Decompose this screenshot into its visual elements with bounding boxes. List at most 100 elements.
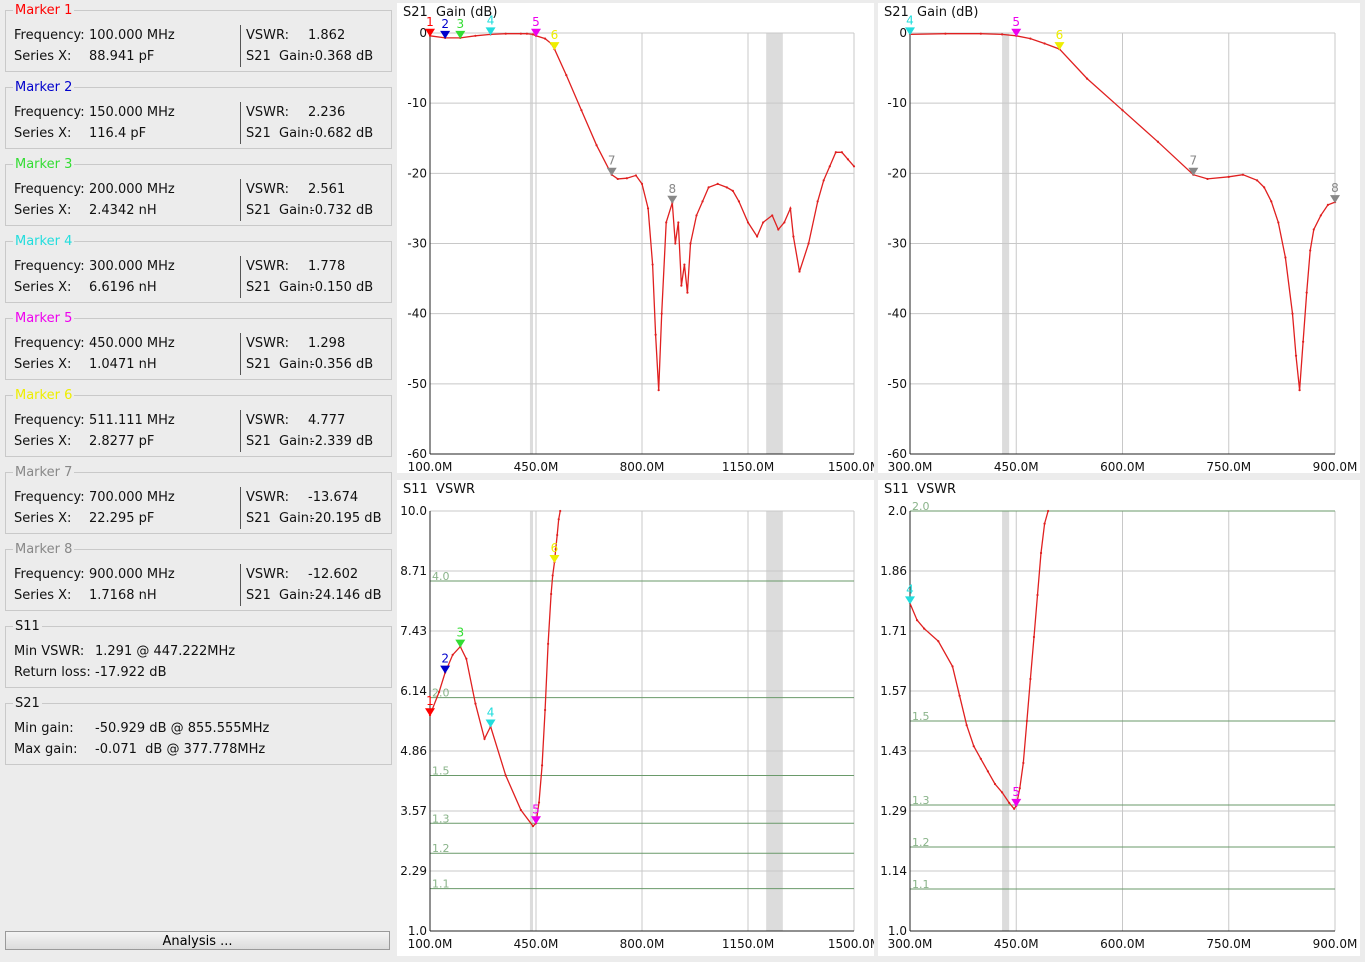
trace-point — [852, 165, 856, 168]
marker-5-triangle[interactable] — [531, 816, 541, 825]
trace-point — [777, 228, 780, 231]
marker-title: Marker 4 — [13, 234, 75, 250]
marker-7-triangle[interactable] — [606, 167, 617, 176]
marker-8-triangle[interactable] — [667, 195, 678, 204]
gain-value: -0.682 dB — [310, 126, 374, 141]
trace-point — [822, 179, 825, 182]
summary-line2-value: -0.071 dB @ 377.778MHz — [95, 742, 266, 757]
s11-vswr-wide-chart[interactable]: 100.0M 450.0M 800.0M 1150.0M 1500.0M 10.0 8.71… — [397, 480, 874, 956]
marker-6-triangle[interactable] — [549, 42, 560, 51]
marker-2-label: 2 — [441, 17, 449, 31]
reference-line-label: 1.1 — [912, 878, 930, 891]
x-tick-label: 1150.0M — [722, 937, 774, 951]
marker-5-triangle[interactable] — [1011, 28, 1022, 37]
marker-8-triangle[interactable] — [1330, 195, 1340, 204]
y-tick-label: -10 — [407, 96, 427, 110]
trace-point — [1284, 256, 1287, 259]
trace-point — [923, 627, 926, 630]
trace-point — [640, 182, 644, 185]
panel-title: S21 Gain (dB) — [884, 5, 979, 20]
trace-point — [1043, 522, 1046, 525]
frequency-value: 450.000 MHz — [89, 336, 175, 351]
s11-vswr-zoom-chart[interactable]: 300.0M 450.0M 600.0M 750.0M 900.0M 2.0 1.86 1.7… — [878, 480, 1360, 956]
summary-line1-label: Min gain: — [14, 721, 74, 736]
trace-point — [559, 509, 562, 513]
trace-point — [979, 757, 982, 760]
trace-point — [1277, 221, 1280, 224]
frequency-value: 511.111 MHz — [89, 413, 175, 428]
trace-point — [537, 801, 541, 804]
y-tick-label: -30 — [887, 237, 907, 251]
column-divider — [240, 102, 241, 144]
gain-value: -2.339 dB — [310, 434, 374, 449]
trace-point — [725, 186, 728, 189]
y-tick-label: 1.0 — [888, 924, 907, 938]
s21-gain-zoom-chart[interactable]: 300.0M 450.0M 600.0M 750.0M 900.0M 0 -10 -20 -30… — [878, 3, 1360, 473]
marker-5-label: 5 — [532, 15, 540, 29]
marker-8-label: 8 — [1331, 181, 1339, 195]
marker-6-triangle[interactable] — [1054, 42, 1065, 51]
x-tick-label: 750.0M — [1206, 937, 1251, 951]
x-tick-label: 1500.0M — [828, 460, 874, 473]
marker-6-label: 6 — [551, 28, 559, 42]
frequency-value: 150.000 MHz — [89, 105, 175, 120]
vswr-value: 2.236 — [308, 105, 346, 120]
vswr-value: 2.561 — [308, 182, 346, 197]
vswr-value: 1.778 — [308, 259, 346, 274]
gain-label: S21 Gain: — [246, 280, 314, 295]
marker-5-triangle[interactable] — [1011, 798, 1022, 807]
y-tick-label: -10 — [887, 96, 907, 110]
marker-7-triangle[interactable] — [1188, 167, 1199, 176]
marker-5-box: Marker 5 Frequency: 450.000 MHz Series X: 1.… — [5, 311, 392, 380]
marker-4-triangle[interactable] — [905, 596, 915, 605]
analysis-button[interactable]: Analysis ... — [5, 931, 390, 950]
summary-line2-value: -17.922 dB — [95, 665, 167, 680]
marker-1-triangle[interactable] — [425, 28, 435, 37]
frequency-value: 200.000 MHz — [89, 182, 175, 197]
marker-1-triangle[interactable] — [425, 708, 435, 717]
y-tick-label: -20 — [407, 166, 427, 180]
trace-point — [554, 548, 557, 551]
marker-2-triangle[interactable] — [440, 30, 451, 39]
trace-point — [846, 158, 850, 161]
trace-point — [451, 653, 454, 656]
vswr-value: -13.674 — [308, 490, 359, 505]
y-tick-label: 0 — [419, 26, 427, 40]
panel-title: S11 VSWR — [403, 482, 476, 497]
gain-value: -24.146 dB — [310, 588, 382, 603]
trace-point — [547, 642, 550, 645]
marker-title: Marker 7 — [13, 465, 75, 481]
trace-point — [504, 32, 507, 35]
vswr-value: 1.298 — [308, 336, 346, 351]
marker-title: Marker 8 — [13, 542, 75, 558]
frequency-value: 900.000 MHz — [89, 567, 175, 582]
marker-4-box: Marker 4 Frequency: 300.000 MHz Series X: 6.… — [5, 234, 392, 303]
trace-point — [695, 214, 698, 217]
trace-point — [792, 235, 795, 238]
trace-point — [525, 32, 529, 35]
trace-point — [1047, 509, 1050, 513]
x-tick-label: 800.0M — [620, 937, 665, 951]
trace-point — [972, 745, 975, 748]
trace-point — [686, 291, 689, 294]
marker-7-label: 7 — [1190, 154, 1198, 168]
marker-5-triangle[interactable] — [531, 28, 541, 37]
marker-3-triangle[interactable] — [455, 30, 466, 39]
trace-point — [504, 774, 507, 777]
trace-point — [557, 518, 560, 521]
x-tick-label: 100.0M — [408, 937, 453, 951]
trace-point — [951, 665, 954, 668]
marker-4-triangle[interactable] — [485, 27, 496, 36]
marker-7-box: Marker 7 Frequency: 700.000 MHz Series X: 22… — [5, 465, 392, 534]
trace-point — [660, 312, 663, 315]
frequency-value: 300.000 MHz — [89, 259, 175, 274]
s21-gain-wide-chart[interactable]: 100.0M 450.0M 800.0M 1150.0M 1500.0M 0 -10 -20 -… — [397, 3, 874, 473]
marker-3-triangle[interactable] — [455, 639, 466, 648]
series-value: 2.8277 pF — [89, 434, 155, 449]
marker-6-triangle[interactable] — [549, 554, 560, 563]
marker-2-triangle[interactable] — [440, 665, 451, 674]
trace-point — [1043, 42, 1046, 45]
gain-label: S21 Gain: — [246, 588, 314, 603]
marker-4-triangle[interactable] — [905, 27, 915, 36]
marker-4-triangle[interactable] — [485, 719, 496, 728]
